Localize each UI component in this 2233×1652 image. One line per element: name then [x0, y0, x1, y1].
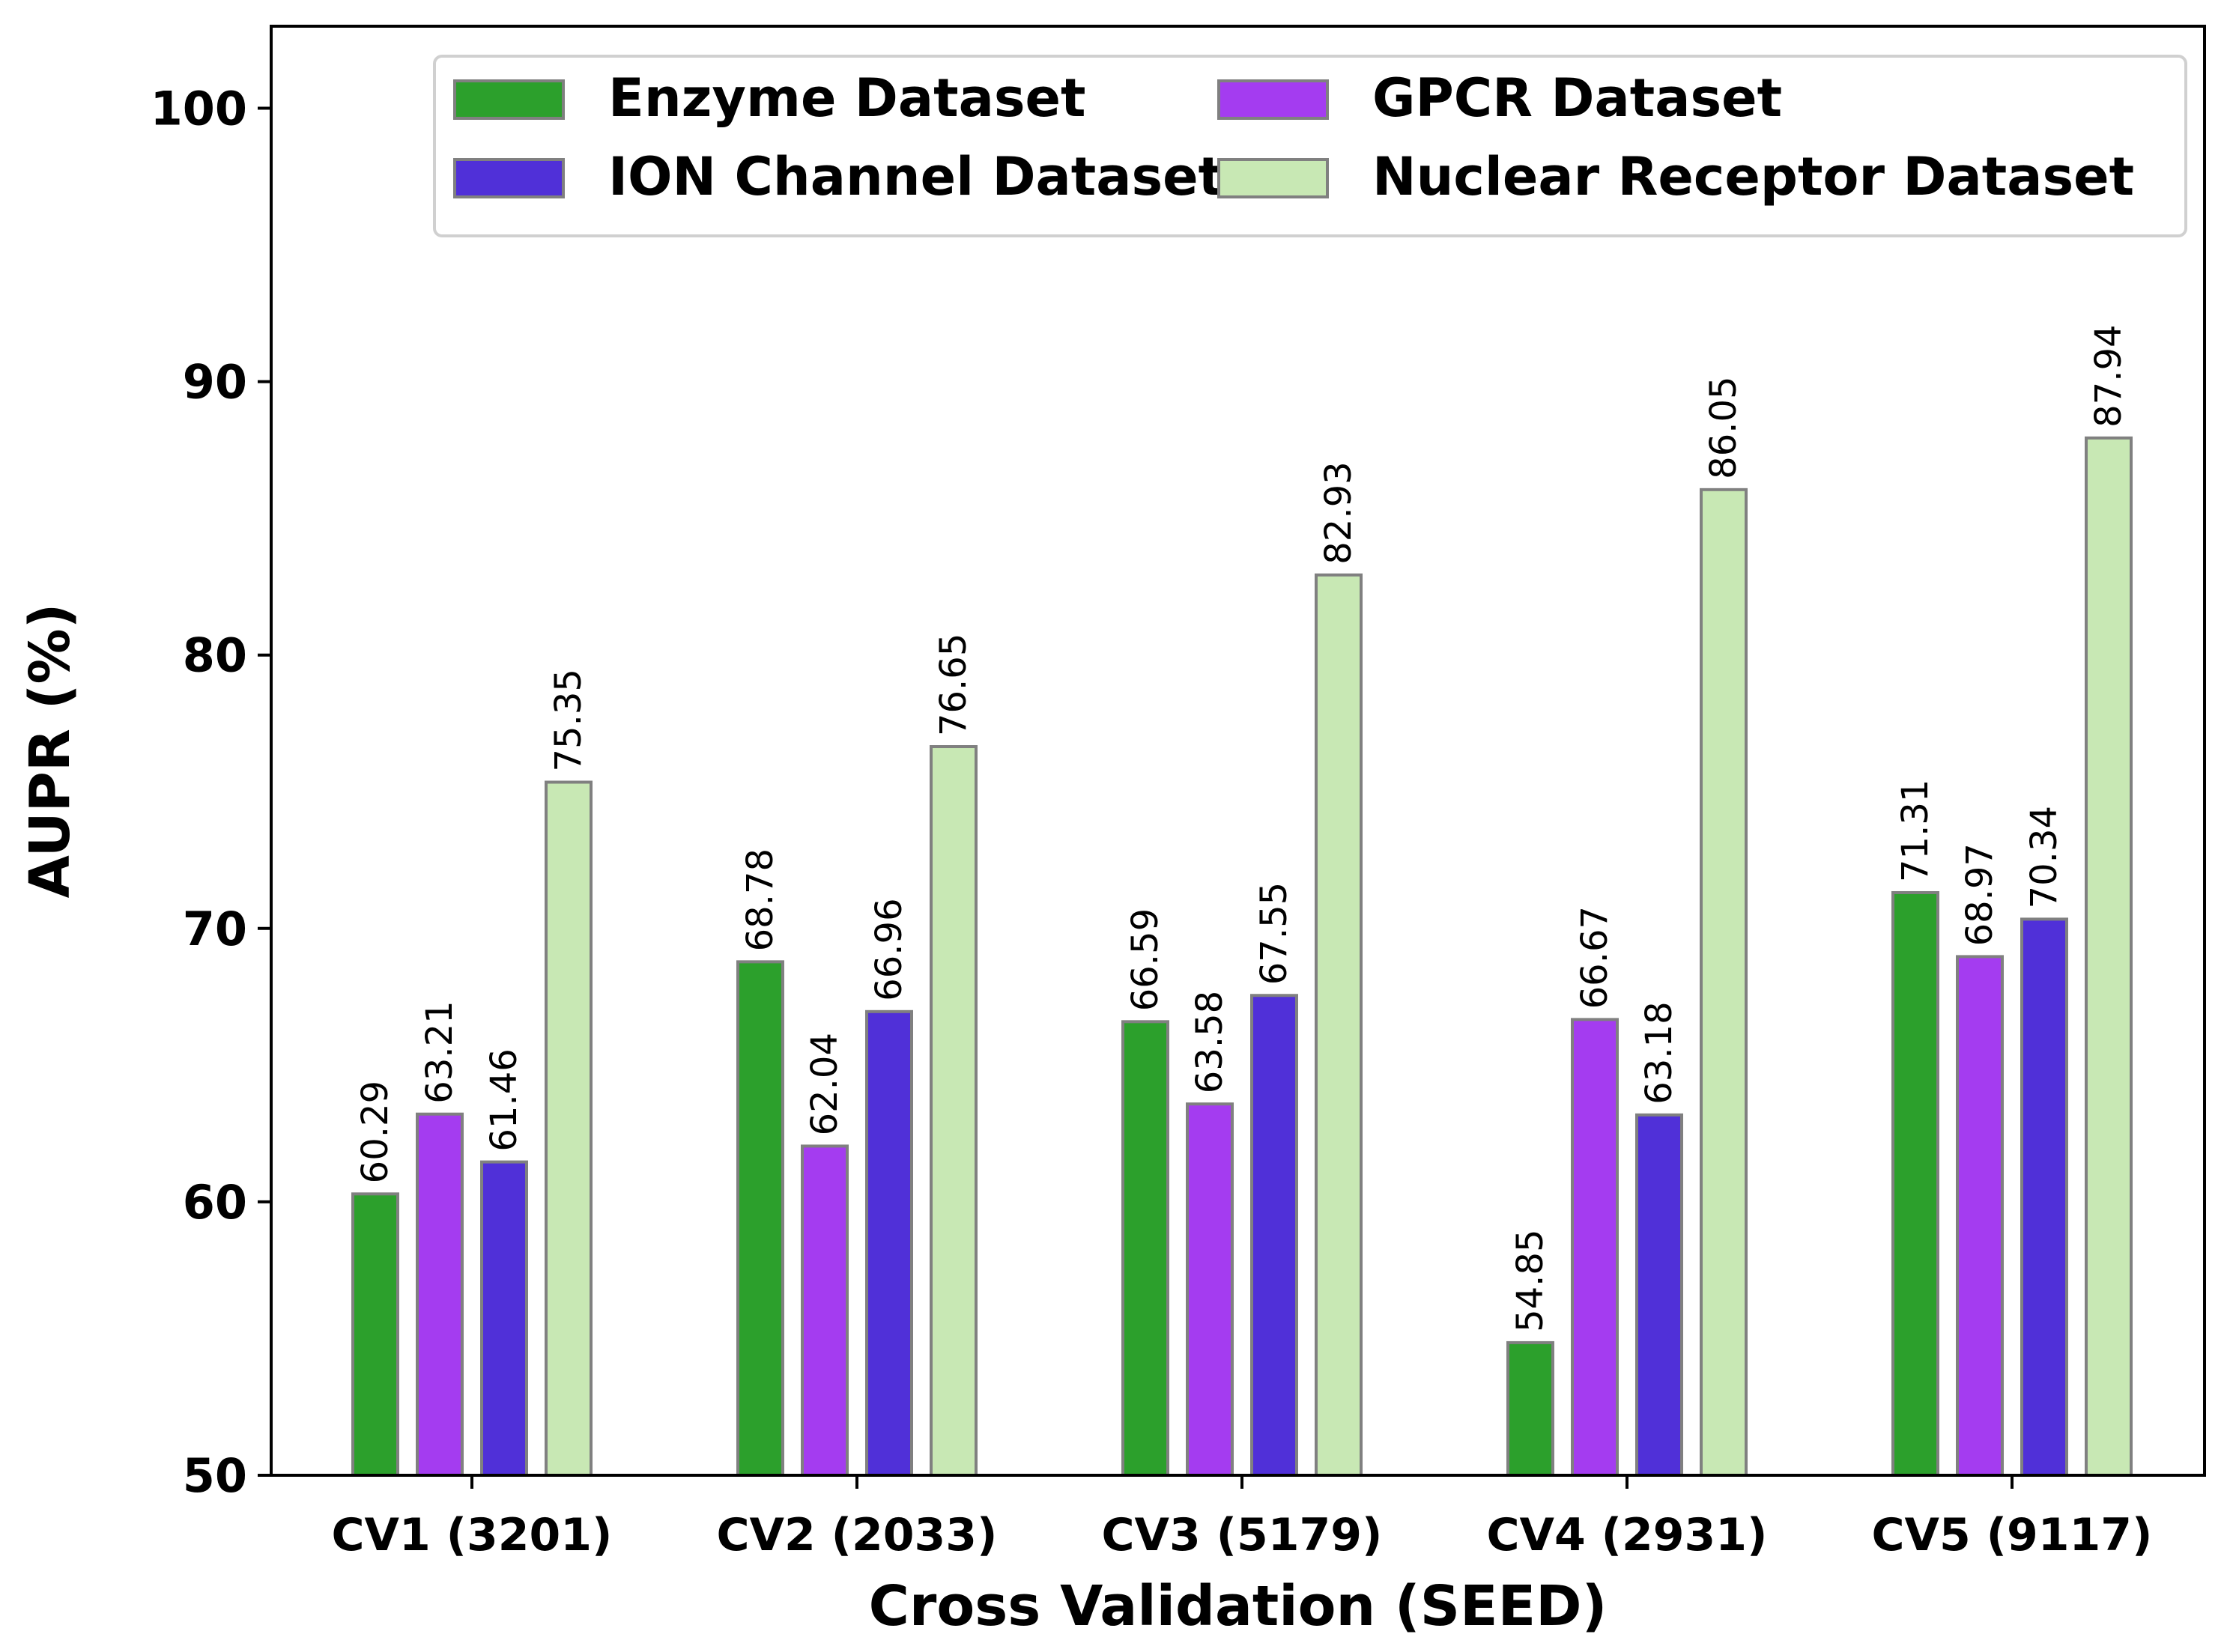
y-axis-title: AUPR (%) [18, 604, 82, 899]
bar [545, 780, 593, 1477]
bar-labels-layer: 60.29 68.78 66.59 54.85 71.31 63.21 62.04 63.58… [354, 324, 2130, 1332]
x-tick-label: CV4 (2931) [1487, 1509, 1768, 1561]
bar-value-label: 63.18 [1638, 1001, 1680, 1104]
bar-value-label: 66.67 [1574, 906, 1616, 1009]
plot-area-frame [270, 25, 2206, 1477]
legend-swatch [1217, 158, 1329, 198]
bar-value-label: 68.78 [739, 848, 781, 951]
bar-value-label: 68.97 [1959, 843, 2001, 946]
bar [1506, 1340, 1554, 1477]
bar [1121, 1020, 1169, 1477]
x-tick-label: CV1 (3201) [332, 1509, 613, 1561]
legend-label: Nuclear Receptor Dataset [1372, 146, 2134, 207]
bar [1571, 1018, 1619, 1477]
legend: Enzyme Dataset GPCR Dataset ION Channel Da… [433, 55, 2187, 237]
bar-value-label: 61.46 [483, 1048, 525, 1151]
y-tick-label: 50 [183, 1448, 247, 1503]
bar-value-label: 66.96 [868, 898, 910, 1000]
bar-value-label: 71.31 [1894, 780, 1936, 882]
y-tick-label: 100 [151, 82, 247, 136]
bar-value-label: 67.55 [1253, 882, 1295, 985]
y-axis: 50 60 70 80 90 100 [151, 82, 271, 1503]
bar-value-label: 66.59 [1124, 908, 1166, 1011]
bar-value-label: 54.85 [1509, 1230, 1551, 1332]
legend-swatch [1217, 79, 1329, 120]
x-tick-label: CV2 (2033) [717, 1509, 998, 1561]
bar [2085, 436, 2133, 1478]
y-tick-label: 80 [183, 628, 247, 683]
legend-box [433, 55, 2187, 237]
bar [1250, 994, 1298, 1477]
bar [1186, 1102, 1234, 1478]
bar-value-label: 75.35 [548, 669, 590, 771]
bar-value-label: 60.29 [354, 1081, 396, 1183]
bar [416, 1112, 464, 1477]
bar-value-label: 82.93 [1318, 461, 1360, 564]
y-tick-label: 90 [183, 355, 247, 410]
legend-label: ION Channel Dataset [608, 146, 1223, 207]
bar [351, 1192, 399, 1477]
bar [1635, 1113, 1683, 1477]
bar-value-label: 62.04 [804, 1033, 846, 1135]
y-tick-label: 70 [183, 902, 247, 956]
bar [736, 960, 784, 1477]
legend-swatch [453, 158, 565, 198]
legend-swatch [453, 79, 565, 120]
bar [930, 745, 978, 1477]
bar-value-label: 76.65 [933, 634, 975, 736]
bar [865, 1009, 913, 1478]
legend-label: Enzyme Dataset [608, 67, 1085, 129]
bar [2020, 917, 2068, 1477]
bar-value-label: 70.34 [2023, 806, 2065, 908]
bar [1315, 573, 1363, 1477]
x-tick-label: CV3 (5179) [1102, 1509, 1383, 1561]
bar [1700, 488, 1748, 1477]
bars-layer [351, 436, 2133, 1478]
x-axis: CV1 (3201) CV2 (2033) CV3 (5179) CV4 (2931)… [332, 1475, 2153, 1561]
bar-value-label: 63.58 [1189, 991, 1231, 1093]
x-tick-label: CV5 (9117) [1872, 1509, 2153, 1561]
bar-value-label: 87.94 [2088, 324, 2130, 427]
bar [801, 1144, 849, 1477]
bar-value-label: 86.05 [1703, 376, 1745, 479]
bar [1956, 955, 2004, 1477]
bar [1891, 890, 1939, 1478]
y-tick-label: 60 [183, 1175, 247, 1230]
x-axis-title: Cross Validation (SEED) [869, 1574, 1608, 1639]
bar-value-label: 63.21 [419, 1000, 461, 1103]
legend-label: GPCR Dataset [1372, 67, 1782, 129]
bar [480, 1160, 528, 1478]
